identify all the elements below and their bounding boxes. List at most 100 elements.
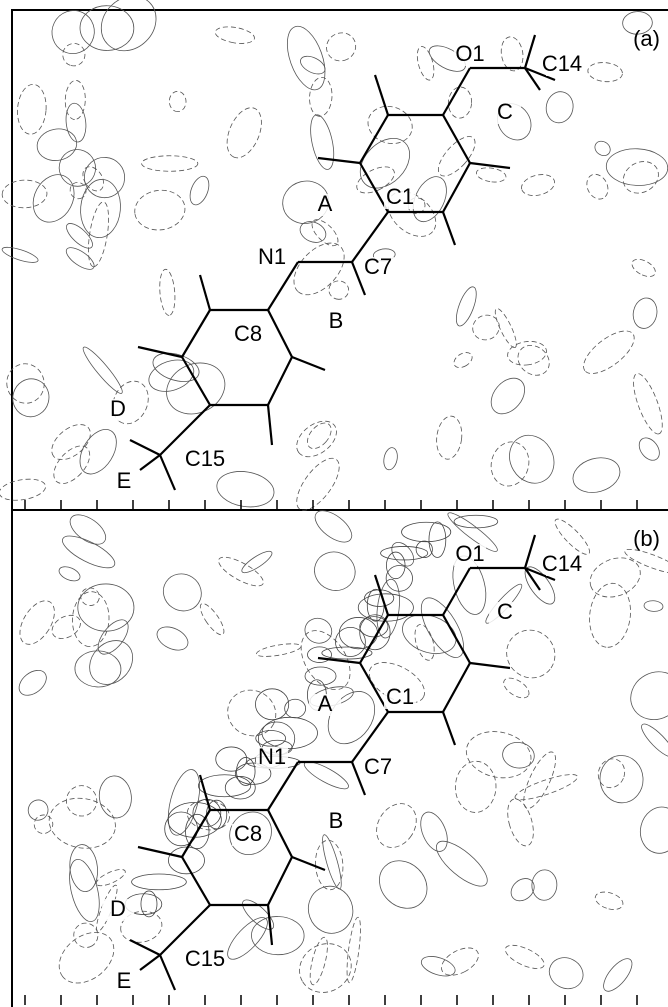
contour xyxy=(302,615,336,647)
contour xyxy=(280,21,333,94)
bond xyxy=(182,810,210,857)
contour xyxy=(57,564,82,584)
contour xyxy=(499,35,525,72)
contour xyxy=(402,522,451,541)
contour xyxy=(256,641,302,659)
contour xyxy=(519,171,557,199)
contour xyxy=(169,91,186,112)
bond xyxy=(268,905,272,945)
atom-label: N1 xyxy=(258,744,286,769)
contour xyxy=(63,244,98,274)
contour xyxy=(64,102,88,143)
contour xyxy=(592,138,613,158)
contour xyxy=(78,584,135,632)
contour xyxy=(329,281,349,300)
contour xyxy=(186,174,212,208)
contour xyxy=(368,796,424,855)
contour xyxy=(306,113,338,172)
contour xyxy=(220,103,268,163)
atom-label: N1 xyxy=(258,244,286,269)
bond xyxy=(470,663,510,668)
contour xyxy=(518,748,562,812)
contour xyxy=(216,747,247,771)
bond xyxy=(182,357,210,405)
contour xyxy=(587,61,623,83)
contour xyxy=(132,187,187,233)
contour xyxy=(97,774,133,819)
contour xyxy=(605,147,668,186)
contour xyxy=(25,168,82,230)
contour xyxy=(81,632,142,693)
contour xyxy=(30,811,56,837)
contour xyxy=(335,627,365,656)
bond xyxy=(130,440,160,455)
bond xyxy=(268,405,272,445)
contour xyxy=(635,434,663,464)
molecule: O1C14CC1AN1C7BC8DC15E(a) xyxy=(102,26,660,493)
contour xyxy=(569,453,624,498)
bond xyxy=(292,857,325,870)
contour xyxy=(132,874,187,890)
bond xyxy=(268,357,292,405)
bond xyxy=(200,775,210,810)
contour xyxy=(238,895,278,934)
contour xyxy=(308,215,343,250)
contour xyxy=(45,3,102,60)
contour xyxy=(594,755,629,792)
contour xyxy=(92,615,133,660)
contour xyxy=(506,339,548,368)
contour xyxy=(215,552,267,591)
atom-label: A xyxy=(318,691,333,716)
contour xyxy=(386,565,412,591)
bond xyxy=(268,857,292,905)
contour xyxy=(512,339,555,381)
contour xyxy=(79,163,108,195)
contour xyxy=(322,28,361,66)
contour xyxy=(484,372,531,421)
bond xyxy=(443,568,470,615)
contour xyxy=(0,476,47,503)
contour xyxy=(629,256,658,280)
contour xyxy=(214,24,256,46)
contour xyxy=(298,53,328,78)
contour xyxy=(142,156,198,172)
atom-label: C7 xyxy=(364,254,392,279)
contour xyxy=(628,370,668,437)
contour xyxy=(60,41,88,69)
contour xyxy=(414,45,437,82)
contour xyxy=(196,600,227,638)
contour xyxy=(13,595,62,651)
atom-label: O1 xyxy=(455,541,484,566)
bond xyxy=(443,115,470,163)
figure: O1C14CC1AN1C7BC8DC15E(a)O1C14CC1AN1C7BC8… xyxy=(0,0,668,1007)
contour xyxy=(583,171,612,203)
contour xyxy=(153,622,191,654)
bond xyxy=(443,68,470,115)
atom-label: C xyxy=(497,599,513,624)
contour xyxy=(430,834,494,893)
contour xyxy=(79,344,126,397)
bond xyxy=(318,158,360,163)
contour xyxy=(290,414,343,464)
atom-label: D xyxy=(110,396,126,421)
atom-label: B xyxy=(329,308,344,333)
contour xyxy=(62,782,100,820)
atom-label: C7 xyxy=(364,754,392,779)
contour xyxy=(310,505,357,548)
contour xyxy=(255,689,288,720)
contour xyxy=(429,522,446,558)
atom-label: D xyxy=(110,896,126,921)
contour xyxy=(434,415,464,461)
contour xyxy=(303,419,336,453)
bond xyxy=(443,163,470,212)
atom-label: C1 xyxy=(386,184,414,209)
bond xyxy=(182,310,210,357)
atom-label: C8 xyxy=(234,321,262,346)
contour xyxy=(251,916,304,955)
contour xyxy=(225,776,255,799)
bond xyxy=(292,357,325,370)
bond xyxy=(160,455,175,490)
contour xyxy=(502,941,547,974)
atom-label: A xyxy=(318,191,333,216)
contour xyxy=(486,437,534,490)
